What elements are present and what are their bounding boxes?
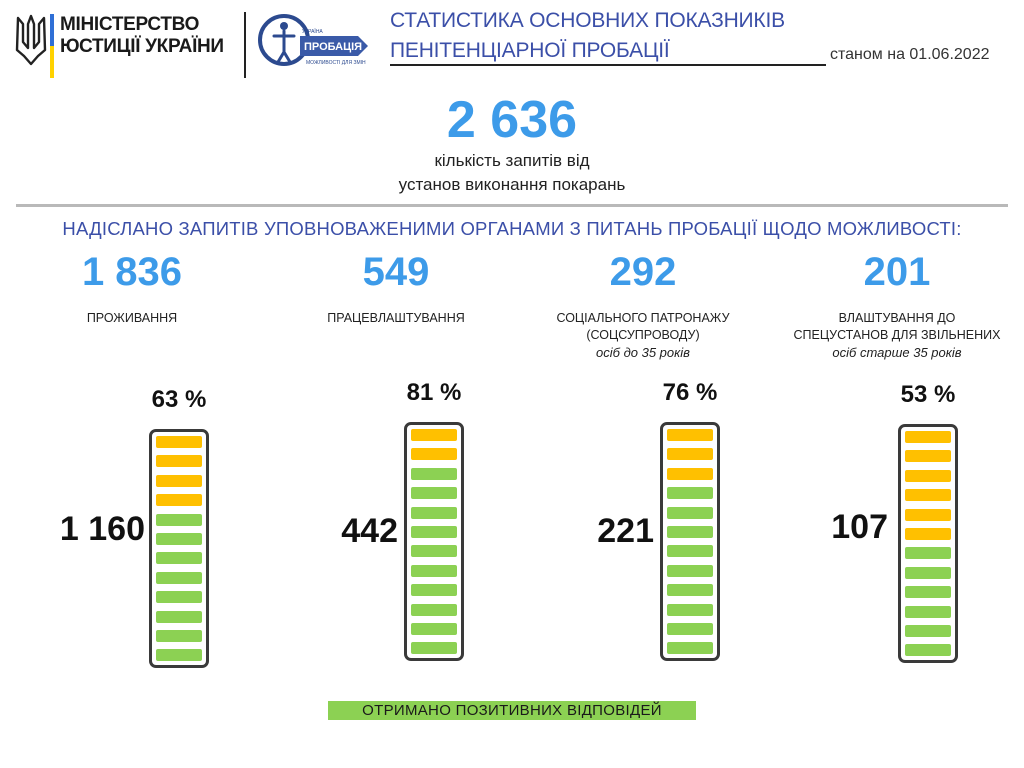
battery-bar — [898, 424, 958, 664]
section-subtitle: НАДІСЛАНО ЗАПИТІВ УПОВНОВАЖЕНИМИ ОРГАНАМ… — [62, 218, 962, 239]
total-caption-line-2: установ виконання покарань — [398, 175, 626, 194]
segment-request — [156, 474, 202, 487]
segment-positive — [667, 526, 713, 538]
segment-positive — [411, 506, 457, 519]
segment-positive — [411, 642, 457, 655]
segment-positive — [156, 533, 202, 545]
ministry-line-2: ЮСТИЦІЇ УКРАЇНИ — [60, 36, 224, 57]
percent-label: 63 % — [151, 386, 207, 413]
segment-positive — [411, 564, 457, 577]
segment-positive — [667, 642, 713, 655]
segment-request — [905, 431, 951, 443]
category-label-line-1: ВЛАШТУВАННЯ ДО — [838, 311, 956, 325]
category-note: осіб до 35 років — [596, 345, 690, 360]
segment-request — [156, 436, 202, 448]
segment-positive — [411, 467, 457, 480]
segment-request — [156, 455, 202, 468]
segment-request — [905, 450, 951, 463]
category-value: 1 836 — [81, 250, 183, 294]
probation-logo: УКРАЇНА ПРОБАЦІЯ МОЖЛИВОСТІ ДЛЯ ЗМІН — [258, 14, 368, 66]
category-label-line-2: СПЕЦУСТАНОВ ДЛЯ ЗВІЛЬНЕНИХ — [793, 328, 1001, 342]
segment-request — [905, 489, 951, 502]
segment-positive — [905, 625, 951, 637]
header-divider — [244, 12, 246, 78]
segment-positive — [905, 644, 951, 657]
title-underline — [390, 64, 826, 66]
segment-request — [905, 508, 951, 521]
segment-positive — [411, 487, 457, 500]
category-label: СОЦІАЛЬНОГО ПАТРОНАЖУ (СОЦСУПРОВОДУ) осіб … — [513, 310, 773, 361]
total-requests-caption: кількість запитів від установ виконання … — [312, 149, 712, 197]
percent-label: 81 % — [406, 379, 462, 406]
segment-positive — [156, 591, 202, 604]
category-label-line-1: ПРОЖИВАННЯ — [86, 311, 178, 325]
date-label: станом на 01.06.2022 — [830, 46, 990, 63]
category-label: ПРОЖИВАННЯ — [2, 310, 262, 327]
category-value: 292 — [609, 250, 677, 294]
segment-positive — [156, 513, 202, 526]
title-line-2: ПЕНІТЕНЦІАРНОЇ ПРОБАЦІЇ — [390, 39, 670, 62]
positive-count-label: 221 — [597, 512, 654, 550]
title-line-1: СТАТИСТИКА ОСНОВНИХ ПОКАЗНИКІВ — [390, 9, 785, 32]
segment-positive — [667, 545, 713, 558]
segment-positive — [667, 506, 713, 519]
segment-positive — [667, 584, 713, 597]
flag-stripe — [50, 14, 54, 78]
trident-emblem-icon — [15, 14, 47, 66]
positive-count-label: 442 — [341, 512, 398, 550]
positive-count-label: 1 160 — [59, 510, 145, 548]
segment-positive — [411, 623, 457, 635]
category-label: ВЛАШТУВАННЯ ДО СПЕЦУСТАНОВ ДЛЯ ЗВІЛЬНЕНИХ… — [767, 310, 1024, 361]
segment-positive — [667, 487, 713, 500]
segment-positive — [156, 552, 202, 565]
segment-request — [905, 469, 951, 482]
segment-positive — [411, 526, 457, 538]
category-label-line-1: СОЦІАЛЬНОГО ПАТРОНАЖУ — [556, 311, 730, 325]
segment-positive — [156, 571, 202, 584]
percent-label: 53 % — [900, 381, 956, 408]
battery-bar — [660, 422, 720, 662]
legend-positive: ОТРИМАНО ПОЗИТИВНИХ ВІДПОВІДЕЙ — [328, 701, 696, 720]
segment-request — [667, 429, 713, 441]
page-title: СТАТИСТИКА ОСНОВНИХ ПОКАЗНИКІВ ПЕНІТЕНЦІ… — [390, 6, 785, 66]
category-label-line-1: ПРАЦЕВЛАШТУВАННЯ — [327, 311, 465, 325]
segment-positive — [411, 584, 457, 597]
segment-positive — [905, 547, 951, 560]
segment-positive — [411, 603, 457, 616]
positive-count-label: 107 — [831, 508, 888, 546]
segment-positive — [667, 603, 713, 616]
battery-bar — [149, 429, 209, 669]
segment-positive — [411, 545, 457, 558]
category-value: 201 — [863, 250, 931, 294]
segment-request — [667, 467, 713, 480]
segment-request — [156, 494, 202, 507]
battery-bar — [404, 422, 464, 662]
section-divider — [16, 204, 1008, 207]
segment-positive — [905, 566, 951, 579]
category-value: 549 — [362, 250, 430, 294]
segment-request — [905, 528, 951, 540]
segment-request — [667, 448, 713, 461]
segment-positive — [667, 564, 713, 577]
category-note: осіб старше 35 років — [832, 345, 962, 360]
ministry-line-1: МІНІСТЕРСТВО — [60, 14, 200, 35]
segment-positive — [905, 605, 951, 618]
segment-request — [411, 429, 457, 441]
percent-label: 76 % — [662, 379, 718, 406]
segment-positive — [905, 586, 951, 599]
total-requests-value: 2 636 — [446, 91, 578, 149]
probation-logo-top: УКРАЇНА — [302, 28, 323, 35]
segment-request — [411, 448, 457, 461]
segment-positive — [667, 623, 713, 635]
category-label-line-2: (СОЦСУПРОВОДУ) — [586, 328, 700, 342]
probation-logo-bottom: МОЖЛИВОСТІ ДЛЯ ЗМІН — [306, 60, 366, 66]
segment-positive — [156, 610, 202, 623]
segment-positive — [156, 630, 202, 642]
probation-logo-main: ПРОБАЦІЯ — [304, 41, 362, 53]
category-label: ПРАЦЕВЛАШТУВАННЯ — [266, 310, 526, 327]
ministry-name: МІНІСТЕРСТВО ЮСТИЦІЇ УКРАЇНИ — [60, 14, 224, 58]
total-caption-line-1: кількість запитів від — [434, 151, 590, 170]
segment-positive — [156, 649, 202, 662]
